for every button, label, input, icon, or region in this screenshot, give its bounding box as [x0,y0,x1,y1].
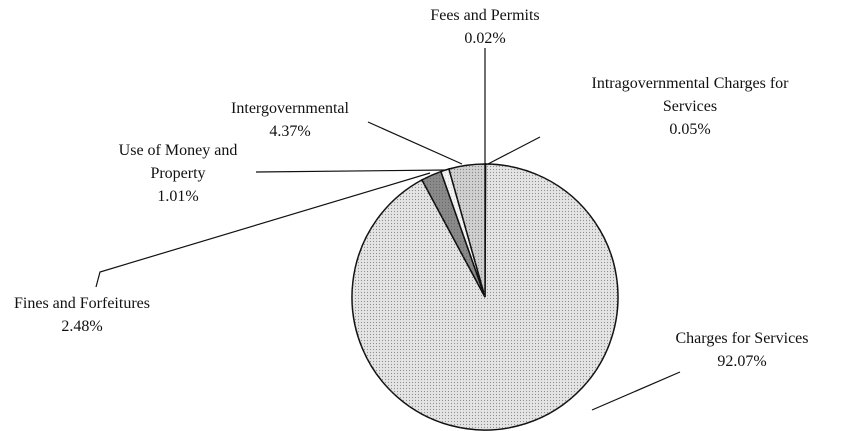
slice-texture [448,164,485,297]
slice-texture [421,171,485,297]
slice-label: Intergovernmental 4.37% [200,97,380,143]
category-name: Intragovernmental Charges for Services [591,75,789,115]
value-label: 1.01% [157,188,199,205]
slice-label: Charges for Services 92.07% [642,327,842,373]
value-label: 4.37% [269,123,311,140]
slice-label: Intragovernmental Charges for Services 0.… [575,72,805,141]
slice-label: Use of Money and Property 1.01% [93,139,263,208]
leader-lines [95,48,681,411]
category-name: Charges for Services [675,330,809,347]
slice-label: Fines and Forfeitures 2.48% [0,292,182,338]
value-label: 2.48% [61,318,103,335]
value-label: 0.05% [669,121,711,138]
slice-texture [440,168,485,297]
category-name: Fees and Permits [430,7,540,24]
slice-label: Fees and Permits 0.02% [385,4,585,50]
category-name: Intergovernmental [231,100,349,117]
value-label: 92.07% [717,353,767,370]
category-name: Fines and Forfeitures [14,295,150,312]
value-label: 0.02% [464,30,506,47]
category-name: Use of Money and Property [118,142,238,182]
